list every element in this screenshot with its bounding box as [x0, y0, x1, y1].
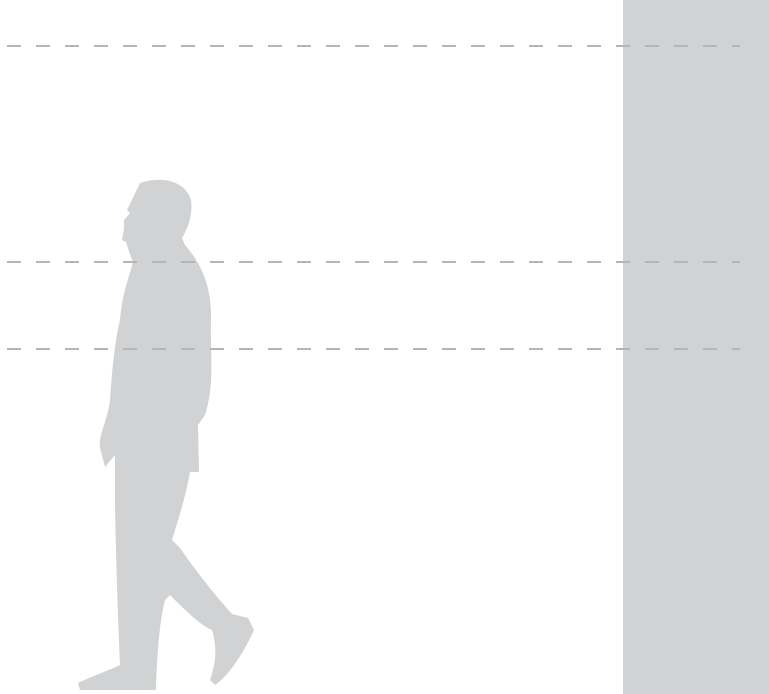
wall [623, 0, 769, 694]
scene [0, 0, 769, 694]
page [0, 0, 769, 694]
